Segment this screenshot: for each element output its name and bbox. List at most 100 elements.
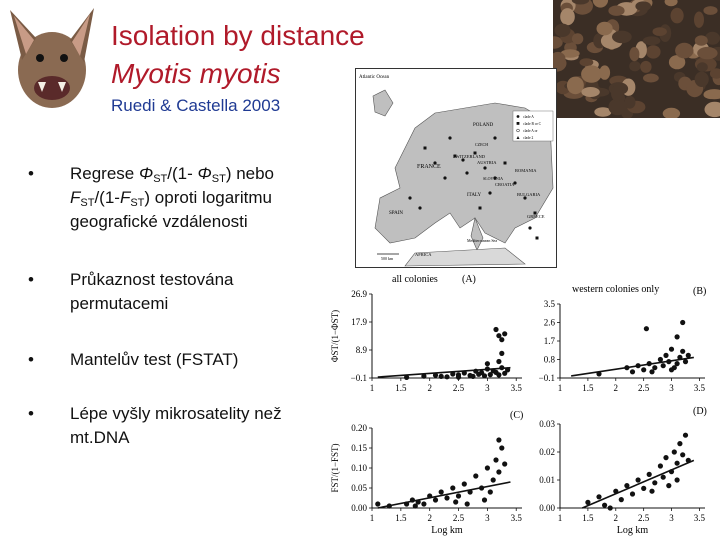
x-tick-label: 2 xyxy=(614,513,619,523)
map-label-atlantic: Atlantic Ocean xyxy=(359,75,390,80)
bat-in-colony xyxy=(599,65,611,80)
bat-colony-photo xyxy=(553,0,720,118)
data-point xyxy=(490,477,496,483)
bat-in-colony xyxy=(709,68,720,79)
y-tick-label: 0.15 xyxy=(351,443,367,453)
sampling-site-marker xyxy=(448,136,452,140)
bat-in-colony xyxy=(581,65,602,83)
bullet-text-part: Φ xyxy=(197,164,212,183)
x-tick-label: 3.5 xyxy=(511,513,523,523)
y-tick-label: 2.6 xyxy=(544,318,556,328)
y-tick-label: 0.03 xyxy=(539,419,555,429)
bat-in-colony xyxy=(608,98,627,116)
bullet-text-part: mt.DNA xyxy=(70,428,130,447)
x-tick-label: 2 xyxy=(614,383,619,393)
data-point xyxy=(649,488,655,494)
data-point xyxy=(493,457,499,463)
data-point xyxy=(481,497,488,503)
panel-label: (C) xyxy=(510,410,523,421)
data-point xyxy=(682,432,689,438)
svg-text:clade A: clade A xyxy=(523,115,534,119)
bullet-text-part: Průkaznost testována xyxy=(70,270,234,289)
trend-line xyxy=(571,356,694,377)
data-point xyxy=(668,346,675,352)
data-point xyxy=(502,461,508,467)
data-point xyxy=(677,441,683,447)
data-point xyxy=(680,348,686,354)
europe-map: Atlantic Ocean POLAND FRANCE SWITZERLAND… xyxy=(355,68,557,268)
x-tick-label: 3.5 xyxy=(694,383,706,393)
data-point xyxy=(685,352,691,358)
data-point xyxy=(487,489,493,495)
data-point xyxy=(652,480,658,486)
bat-in-colony xyxy=(571,0,590,5)
bat-in-colony xyxy=(703,6,718,15)
bullet-text-part: ST xyxy=(80,197,95,209)
bat-in-colony xyxy=(668,55,686,70)
data-point xyxy=(450,485,456,491)
x-tick-label: 3.5 xyxy=(694,513,706,523)
bat-in-colony xyxy=(694,35,708,46)
y-tick-label: 17.9 xyxy=(351,317,367,327)
data-point xyxy=(461,481,467,487)
data-point xyxy=(674,477,680,483)
y-tick-label: 8.9 xyxy=(356,345,368,355)
citation: Ruedi & Castella 2003 xyxy=(111,96,281,115)
bat-in-colony xyxy=(703,89,720,100)
data-point xyxy=(499,337,505,343)
map-label-france: FRANCE xyxy=(417,164,441,170)
trend-line xyxy=(377,366,511,378)
bat-in-colony xyxy=(635,1,651,11)
y-tick-label: −0.1 xyxy=(539,373,555,383)
data-point xyxy=(624,483,630,489)
x-tick-label: 1.5 xyxy=(395,383,407,393)
data-point xyxy=(502,370,508,376)
x-tick-label: 2.5 xyxy=(638,383,650,393)
bat-in-colony xyxy=(624,95,636,109)
sampling-site-marker xyxy=(493,176,497,180)
sampling-site-marker xyxy=(503,161,507,165)
bat-in-colony xyxy=(696,62,708,72)
data-point xyxy=(496,469,502,475)
bullet-text-part: Lépe vyšly mikrosatelity než xyxy=(70,404,282,423)
y-tick-label: 0.8 xyxy=(544,355,556,365)
bat-in-colony xyxy=(560,49,580,58)
data-point xyxy=(596,494,602,500)
data-point xyxy=(660,363,666,369)
y-tick-label: 0.01 xyxy=(539,475,555,485)
data-point xyxy=(635,477,641,483)
data-point xyxy=(585,499,591,505)
data-point xyxy=(602,502,608,508)
bullet-text-part: Mantelův test (FSTAT) xyxy=(70,350,239,369)
data-point xyxy=(421,373,427,379)
bat-in-colony xyxy=(566,76,584,95)
sampling-site-marker xyxy=(433,161,437,165)
sampling-site-marker xyxy=(418,206,422,210)
bat-in-colony xyxy=(611,85,623,102)
bat-in-colony xyxy=(612,30,632,44)
bat-in-colony xyxy=(640,60,652,73)
data-point xyxy=(432,497,439,503)
data-point xyxy=(450,371,456,377)
data-point xyxy=(663,352,669,358)
y-tick-label: 0.05 xyxy=(351,483,367,493)
bullet-text-part: F xyxy=(119,188,131,207)
data-point xyxy=(496,333,502,339)
data-point xyxy=(481,373,488,379)
x-tick-label: 2.5 xyxy=(453,383,465,393)
sampling-site-marker xyxy=(493,136,497,140)
bat-in-colony xyxy=(652,27,667,36)
bat-in-colony xyxy=(608,5,625,16)
map-label-africa: AFRICA xyxy=(415,252,432,257)
bat-in-colony xyxy=(694,11,704,28)
data-point xyxy=(404,374,410,380)
x-tick-label: 3 xyxy=(485,383,490,393)
bullet-text-part: ST xyxy=(130,197,145,209)
x-tick-label: 2 xyxy=(427,513,432,523)
bullet-text-part: ST xyxy=(211,173,226,185)
data-point xyxy=(682,359,689,365)
bullet-text-part: Φ xyxy=(138,164,154,183)
data-point xyxy=(680,452,686,458)
data-point xyxy=(607,505,613,511)
data-point xyxy=(438,489,444,495)
